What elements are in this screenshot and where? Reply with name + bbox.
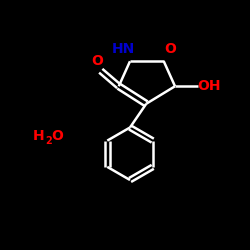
Text: OH: OH: [197, 79, 220, 93]
Text: 2: 2: [45, 136, 52, 145]
Text: O: O: [164, 42, 176, 56]
Text: H: H: [33, 129, 44, 143]
Text: O: O: [91, 54, 103, 68]
Text: HN: HN: [112, 42, 136, 56]
Text: O: O: [51, 129, 63, 143]
